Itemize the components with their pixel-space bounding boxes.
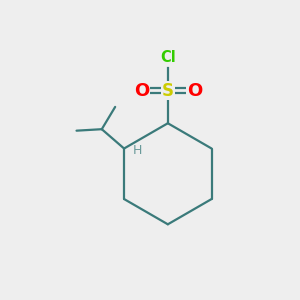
Text: S: S <box>162 82 174 100</box>
Text: H: H <box>132 143 142 157</box>
Text: O: O <box>134 82 149 100</box>
Text: Cl: Cl <box>160 50 176 65</box>
Text: O: O <box>187 82 202 100</box>
